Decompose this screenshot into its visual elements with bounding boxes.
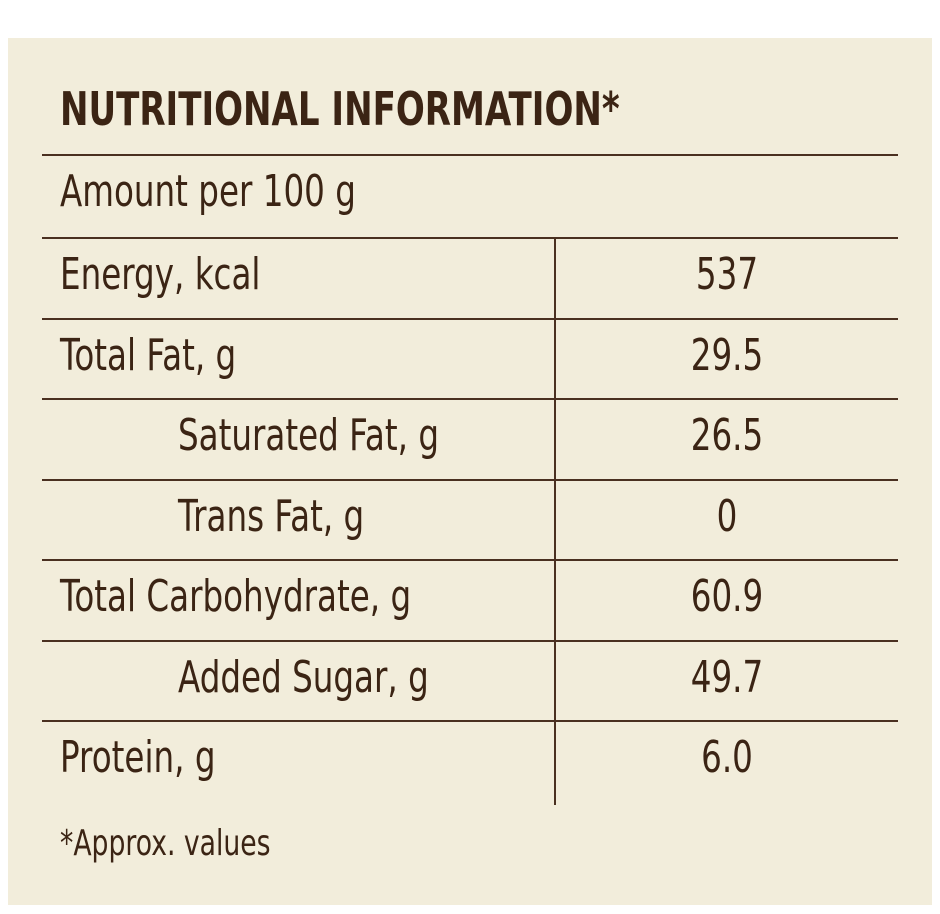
footnote-text: *Approx. values <box>60 823 271 864</box>
row-label-text: Saturated Fat, g <box>178 410 440 461</box>
row-rule <box>42 317 898 320</box>
row-value: 6.0 <box>556 736 898 780</box>
row-value-text: 26.5 <box>690 410 764 461</box>
subheader: Amount per 100 g <box>60 170 460 214</box>
row-label: Protein, g <box>60 736 270 780</box>
row-rule <box>42 559 898 561</box>
row-value-text: 0 <box>716 490 738 542</box>
row-value: 537 <box>556 253 898 297</box>
row-label: Total Carbohydrate, g <box>60 575 535 619</box>
row-value: 29.5 <box>556 329 898 381</box>
title-text: NUTRITIONAL INFORMATION* <box>60 82 620 136</box>
row-value: 26.5 <box>556 414 898 458</box>
row-label: Trans Fat, g <box>178 490 430 542</box>
row-value-text: 537 <box>695 249 759 300</box>
label-panel: NUTRITIONAL INFORMATION* Amount per 100 … <box>8 38 932 905</box>
subheader-text: Amount per 100 g <box>60 166 356 217</box>
row-label-text: Trans Fat, g <box>178 490 365 542</box>
row-label: Energy, kcal <box>60 253 331 297</box>
row-value-text: 6.0 <box>701 732 753 783</box>
row-value: 49.7 <box>556 651 898 703</box>
row-label-text: Total Fat, g <box>60 329 237 381</box>
column-divider <box>554 237 556 805</box>
row-label-text: Added Sugar, g <box>178 651 429 703</box>
row-label-text: Protein, g <box>60 732 216 783</box>
row-label-text: Total Carbohydrate, g <box>60 571 412 622</box>
row-value: 60.9 <box>556 575 898 619</box>
row-label-text: Energy, kcal <box>60 249 261 300</box>
row-rule <box>42 478 898 481</box>
rule <box>42 154 898 156</box>
footnote: *Approx. values <box>60 826 345 862</box>
row-label: Saturated Fat, g <box>178 414 531 458</box>
row-value-text: 60.9 <box>690 571 764 622</box>
row-rule <box>42 720 898 722</box>
row-value-text: 29.5 <box>690 329 764 381</box>
row-rule <box>42 398 898 400</box>
row-label: Added Sugar, g <box>178 651 517 703</box>
row-value-text: 49.7 <box>690 651 764 703</box>
row-rule <box>42 237 898 239</box>
row-value: 0 <box>556 490 898 542</box>
title: NUTRITIONAL INFORMATION* <box>60 86 816 132</box>
row-rule <box>42 639 898 642</box>
row-label: Total Fat, g <box>60 329 298 381</box>
